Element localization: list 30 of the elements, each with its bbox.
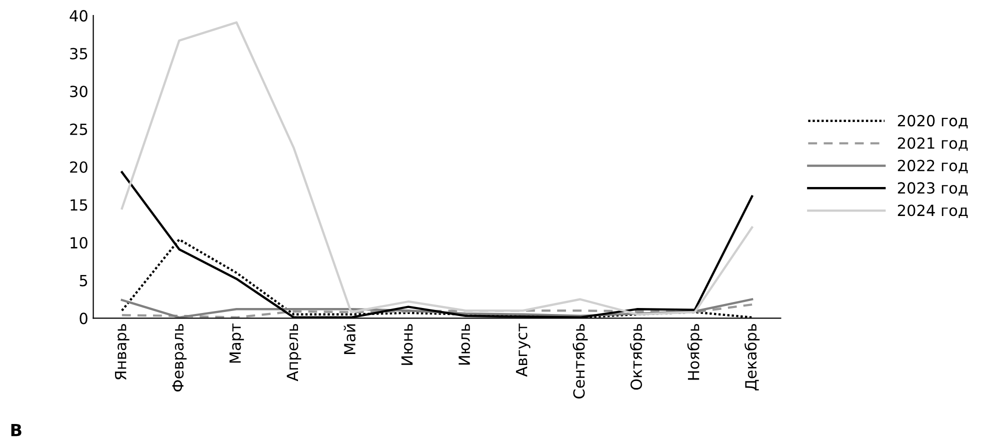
y-tick-label: 15 — [70, 199, 88, 211]
y-tick-label: 40 — [70, 10, 88, 22]
x-tick-label: Февраль — [172, 324, 187, 392]
legend-label: 2020 год — [898, 114, 968, 128]
y-tick-label: 5 — [80, 275, 88, 286]
y-tick-label: 30 — [70, 86, 88, 98]
line-series — [120, 303, 754, 318]
x-tick-label: Июнь — [401, 324, 413, 365]
x-tick-label: Декабрь — [744, 324, 760, 390]
x-tick-label: Апрель — [286, 324, 302, 382]
legend-label: 2022 год — [898, 160, 968, 174]
x-tick-label: Май — [344, 324, 356, 354]
x-tick-label: Август — [516, 323, 530, 377]
x-tick-label: Март — [230, 323, 244, 363]
legend-label: 2021 год — [898, 137, 968, 151]
text: B — [11, 424, 22, 436]
y-tick-label: 20 — [70, 161, 88, 173]
x-tick-label: Январь — [115, 324, 130, 380]
x-tick-label: Октябрь — [630, 324, 646, 390]
legend-label: 2023 год — [898, 182, 968, 196]
line-series — [120, 298, 754, 318]
x-tick-label: Ноябрь — [687, 324, 702, 380]
legend-label: 2024 год — [898, 204, 968, 218]
x-tick-label: Июль — [458, 324, 470, 365]
line-series — [120, 21, 754, 316]
y-tick-label: 25 — [70, 124, 88, 136]
y-tick-label: 10 — [70, 236, 88, 249]
y-tick-label: 35 — [70, 48, 88, 60]
y-tick-label: 0 — [80, 312, 88, 324]
x-tick-label: Сентябрь — [572, 324, 588, 398]
